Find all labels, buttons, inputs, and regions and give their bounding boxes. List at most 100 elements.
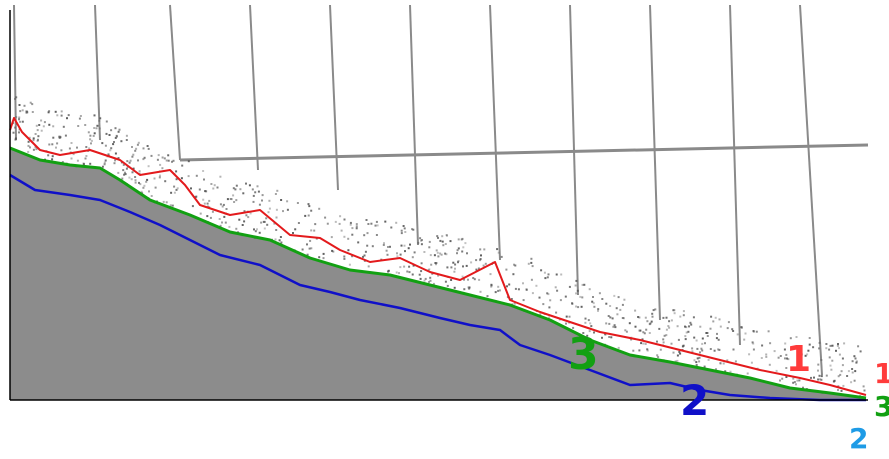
speckle-dot — [623, 298, 626, 301]
speckle-dot — [802, 386, 804, 389]
speckle-dot — [383, 242, 385, 245]
speckle-dot — [475, 268, 478, 271]
speckle-dot — [450, 279, 453, 281]
speckle-dot — [651, 315, 654, 318]
solid-region — [10, 148, 866, 400]
speckle-dot — [114, 152, 117, 155]
speckle-dot — [428, 281, 430, 283]
speckle-dot — [497, 251, 500, 254]
speckle-dot — [530, 278, 533, 281]
speckle-dot — [777, 356, 780, 359]
speckle-dot — [251, 188, 254, 191]
speckle-dot — [440, 253, 443, 256]
speckle-dot — [605, 322, 608, 325]
speckle-dot — [221, 221, 223, 224]
speckle-dot — [176, 187, 179, 190]
speckle-dot — [773, 350, 776, 353]
speckle-dot — [508, 283, 511, 286]
speckle-dot — [27, 140, 30, 143]
speckle-dot — [673, 312, 676, 315]
speckle-dot — [35, 148, 38, 151]
speckle-dot — [461, 237, 464, 240]
speckle-dot — [724, 370, 727, 373]
speckle-dot — [382, 244, 385, 246]
speckle-dot — [696, 347, 699, 350]
speckle-dot — [784, 342, 787, 345]
speckle-dot — [598, 292, 601, 295]
speckle-dot — [172, 159, 175, 162]
speckle-dot — [497, 285, 500, 288]
speckle-dot — [752, 342, 755, 345]
speckle-dot — [15, 96, 18, 99]
speckle-dot — [56, 142, 59, 145]
speckle-dot — [435, 262, 438, 264]
speckle-dot — [838, 347, 840, 350]
speckle-dot — [831, 359, 834, 362]
speckle-dot — [643, 332, 646, 335]
horizontal-grid-line — [179, 143, 869, 162]
speckle-dot — [494, 291, 497, 294]
speckle-dot — [673, 309, 676, 312]
speckle-dot — [389, 245, 391, 248]
speckle-dot — [743, 338, 746, 341]
speckle-dot — [769, 342, 772, 345]
speckle-dot — [854, 357, 857, 360]
speckle-dot — [148, 190, 150, 193]
speckle-dot — [710, 315, 713, 318]
speckle-dot — [34, 146, 37, 149]
speckle-dot — [275, 216, 278, 219]
speckle-dot — [309, 239, 312, 242]
speckle-dot — [12, 131, 15, 134]
speckle-dot — [130, 178, 133, 181]
speckle-dot — [78, 117, 81, 120]
speckle-dot — [436, 235, 439, 238]
speckle-dot — [324, 216, 327, 219]
speckle-dot — [605, 302, 608, 305]
speckle-dot — [347, 237, 350, 240]
speckle-dot — [48, 123, 51, 126]
speckle-dot — [700, 347, 703, 350]
speckle-dot — [722, 362, 725, 365]
speckle-dot — [390, 226, 393, 229]
speckle-dot — [457, 238, 460, 241]
speckle-dot — [674, 360, 677, 363]
speckle-dot — [150, 154, 153, 157]
speckle-dot — [258, 231, 261, 234]
speckle-dot — [847, 370, 850, 373]
speckle-dot — [268, 207, 271, 210]
speckle-dot — [131, 171, 134, 174]
speckle-dot — [695, 339, 698, 342]
speckle-dot — [546, 292, 549, 295]
speckle-dot — [194, 196, 197, 199]
speckle-dot — [35, 124, 38, 127]
speckle-dot — [568, 315, 571, 318]
speckle-dot — [349, 221, 352, 224]
speckle-dot — [343, 235, 346, 238]
speckle-dot — [688, 325, 690, 328]
speckle-dot — [203, 178, 205, 181]
speckle-dot — [206, 202, 209, 205]
speckle-dot — [387, 246, 389, 248]
speckle-dot — [611, 317, 614, 320]
speckle-dot — [699, 325, 702, 328]
speckle-dot — [828, 356, 831, 359]
speckle-dot — [506, 285, 508, 288]
speckle-dot — [483, 248, 486, 251]
speckle-dot — [565, 322, 567, 325]
speckle-dot — [453, 270, 456, 273]
speckle-dot — [351, 227, 354, 230]
speckle-dot — [752, 330, 755, 332]
speckle-dot — [703, 365, 706, 368]
speckle-dot — [399, 253, 402, 256]
speckle-dot — [123, 173, 126, 176]
speckle-dot — [685, 326, 688, 329]
speckle-dot — [306, 253, 309, 256]
speckle-dot — [276, 189, 279, 192]
speckle-dot — [51, 158, 54, 161]
speckle-dot — [48, 110, 51, 112]
speckle-dot — [412, 264, 415, 267]
speckle-dot — [825, 347, 828, 350]
speckle-dot — [859, 350, 862, 353]
speckle-dot — [786, 357, 788, 360]
speckle-dot — [66, 117, 68, 120]
